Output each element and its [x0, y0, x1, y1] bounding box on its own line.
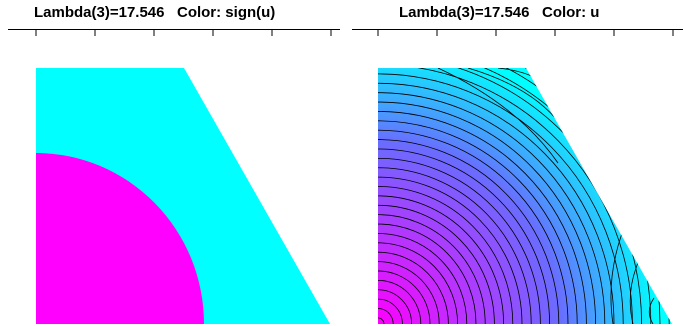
- contour-line: [629, 257, 641, 324]
- right-domain-field: [378, 68, 672, 324]
- contour-line: [378, 111, 587, 324]
- contour-line: [378, 214, 486, 324]
- contour-line: [648, 297, 655, 324]
- contour-line: [378, 308, 394, 324]
- contour-line: [378, 167, 532, 324]
- contour-line: [378, 261, 440, 324]
- contour-line: [378, 82, 615, 324]
- contour-line: [378, 279, 422, 324]
- contour-line: [378, 148, 550, 324]
- contour-line: [378, 195, 504, 324]
- contour-line: [378, 101, 596, 324]
- contour-line: [378, 233, 468, 324]
- contour-line: [378, 270, 431, 324]
- contour-line: [378, 73, 624, 324]
- contour-line: [378, 204, 495, 324]
- axis-ticks: [35, 29, 674, 36]
- left-sign-plot: [36, 68, 330, 324]
- contour-line: [378, 298, 403, 324]
- contour-line: [378, 129, 569, 324]
- left-domain-negative-region: [36, 153, 204, 324]
- contour-line: [378, 157, 541, 324]
- contour-line: [378, 242, 458, 324]
- contour-line: [378, 120, 578, 324]
- right-value-plot: [378, 68, 672, 324]
- contour-line: [378, 68, 633, 324]
- top-axis: [8, 29, 683, 36]
- contour-line: [378, 223, 477, 324]
- contour-line: [378, 92, 606, 324]
- contour-line: [378, 289, 412, 324]
- left-panel-title: Lambda(3)=17.546 Color: sign(u): [34, 4, 276, 21]
- contour-line: [378, 176, 523, 324]
- contour-line: [378, 251, 449, 324]
- contour-line: [378, 139, 560, 324]
- contour-line: [378, 317, 385, 324]
- contour-line: [437, 68, 559, 164]
- right-panel-title: Lambda(3)=17.546 Color: u: [399, 4, 600, 21]
- contour-line: [378, 186, 514, 324]
